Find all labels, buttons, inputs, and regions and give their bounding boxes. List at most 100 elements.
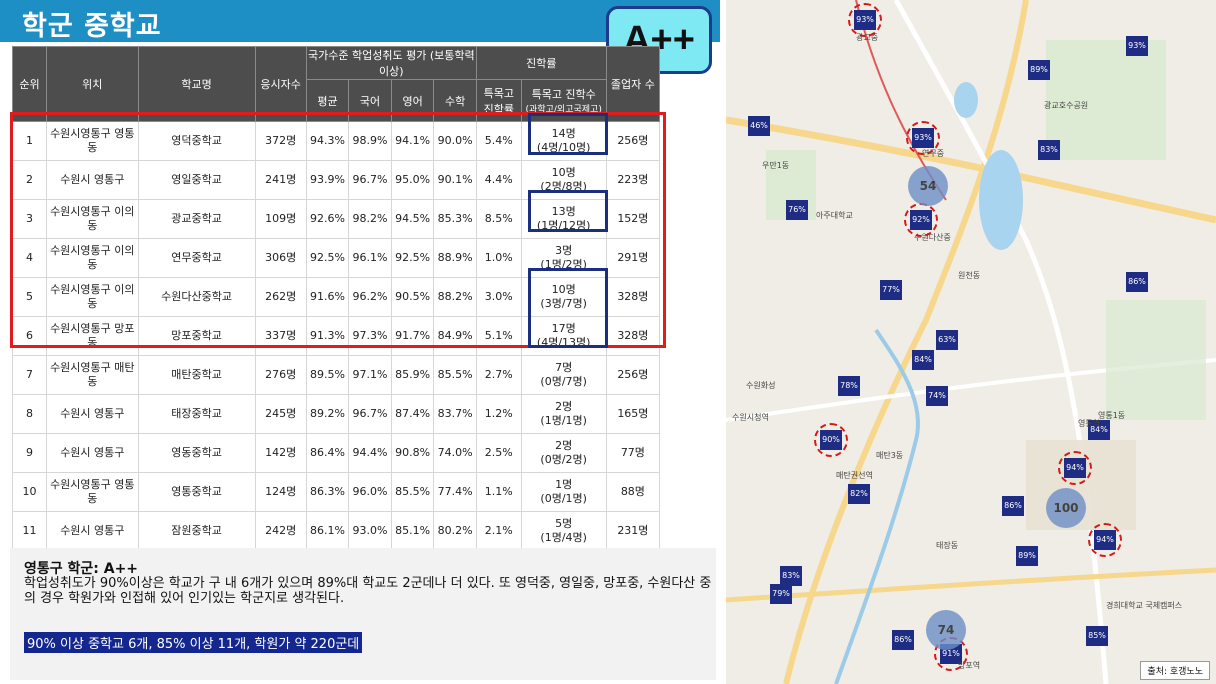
count-cell: 2명 (0명/2명) xyxy=(520,433,607,473)
table-row: 8 수원시 영통구 태장중학교 245명 89.2% 96.7% 87.4% 83.7% 1.2… xyxy=(11,394,661,434)
school-pin[interactable]: 94% xyxy=(1094,530,1116,550)
school-pin[interactable]: 89% xyxy=(1016,546,1038,566)
school-pin[interactable]: 93% xyxy=(912,128,934,148)
col-location: 위치 xyxy=(46,46,139,122)
korean-cell: 98.9% xyxy=(348,121,392,161)
grads-cell: 231명 xyxy=(605,511,661,551)
school-cell: 연무중학교 xyxy=(137,238,256,278)
avg-cell: 91.6% xyxy=(305,277,350,317)
location-cell: 수원시영통구 매탄동 xyxy=(46,355,139,395)
top-school-ring xyxy=(814,423,848,457)
school-pin[interactable]: 74% xyxy=(926,386,948,406)
count-value: 10명 xyxy=(551,283,576,296)
count-detail: (1명/4명) xyxy=(540,531,587,544)
page-title: 학군 중학교 xyxy=(22,4,162,45)
count-detail: (0명/2명) xyxy=(540,453,587,466)
avg-cell: 91.3% xyxy=(305,316,350,356)
rate-cell: 3.0% xyxy=(475,277,522,317)
comment-body: 학업성취도가 90%이상은 학교가 구 내 6개가 있으며 89%대 학교도 2… xyxy=(24,576,712,606)
math-cell: 83.7% xyxy=(433,394,477,434)
takers-cell: 109명 xyxy=(254,199,307,239)
avg-cell: 86.4% xyxy=(305,433,350,473)
top-six-highlight xyxy=(10,112,666,348)
school-pin[interactable]: 86% xyxy=(892,630,914,650)
math-cell: 84.9% xyxy=(433,316,477,356)
map-place-label: 연무중 xyxy=(922,149,945,158)
english-cell: 90.8% xyxy=(390,433,435,473)
school-pin[interactable]: 83% xyxy=(1038,140,1060,160)
school-pin[interactable]: 84% xyxy=(1088,420,1110,440)
english-cell: 85.9% xyxy=(390,355,435,395)
math-cell: 88.9% xyxy=(433,238,477,278)
school-pin[interactable]: 92% xyxy=(910,210,932,230)
school-pin[interactable]: 94% xyxy=(1064,458,1086,478)
school-cell: 망포중학교 xyxy=(137,316,256,356)
map-place-label: 영통1동 xyxy=(1098,411,1126,420)
school-cell: 매탄중학교 xyxy=(137,355,256,395)
school-pin[interactable]: 76% xyxy=(786,200,808,220)
school-pin[interactable]: 83% xyxy=(780,566,802,586)
school-pin[interactable]: 84% xyxy=(912,350,934,370)
takers-cell: 124명 xyxy=(254,472,307,512)
count-detail: (4명/10명) xyxy=(536,141,591,154)
takers-cell: 142명 xyxy=(254,433,307,473)
avg-cell: 92.6% xyxy=(305,199,350,239)
korean-cell: 96.2% xyxy=(348,277,392,317)
school-pin[interactable]: 77% xyxy=(880,280,902,300)
takers-cell: 242명 xyxy=(254,511,307,551)
col-school: 학교명 xyxy=(137,46,256,122)
school-pin[interactable]: 93% xyxy=(1126,36,1148,56)
korean-cell: 94.4% xyxy=(348,433,392,473)
map-source: 출처: 호갱노노 xyxy=(1140,661,1210,680)
comment-highlight: 90% 이상 중학교 6개, 85% 이상 11개, 학원가 약 220군데 xyxy=(24,632,363,653)
rank-cell: 2 xyxy=(11,160,48,200)
school-map[interactable]: 93% 93% 89% 46% 93% 83% 76% 92% 77% 86% 63% 84% 78% 7… xyxy=(726,0,1216,684)
rate-cell: 5.1% xyxy=(475,316,522,356)
school-cell: 영일중학교 xyxy=(137,160,256,200)
grads-cell: 328명 xyxy=(605,316,661,356)
count-value: 14명 xyxy=(551,127,576,140)
school-pin[interactable]: 93% xyxy=(854,10,876,30)
takers-cell: 276명 xyxy=(254,355,307,395)
school-pin[interactable]: 63% xyxy=(936,330,958,350)
school-pin[interactable]: 78% xyxy=(838,376,860,396)
school-pin[interactable]: 90% xyxy=(820,430,842,450)
school-pin[interactable]: 79% xyxy=(770,584,792,604)
takers-cell: 372명 xyxy=(254,121,307,161)
school-pin[interactable]: 86% xyxy=(1002,496,1024,516)
comment-box: 영통구 학군: A++ 학업성취도가 90%이상은 학교가 구 내 6개가 있으… xyxy=(10,548,716,680)
map-place-label: 수원시청역 xyxy=(732,413,769,422)
grads-cell: 223명 xyxy=(605,160,661,200)
avg-cell: 93.9% xyxy=(305,160,350,200)
math-cell: 85.5% xyxy=(433,355,477,395)
rank-cell: 3 xyxy=(11,199,48,239)
apartment-count-bubble[interactable]: 100 xyxy=(1046,488,1086,528)
map-place-label: 수원화성 xyxy=(746,381,776,390)
col-group-advancement: 진학률 xyxy=(475,46,607,80)
rank-cell: 4 xyxy=(11,238,48,278)
table-row: 2 수원시 영통구 영일중학교 241명 93.9% 96.7% 95.0% 90.1% 4.4… xyxy=(11,160,661,200)
top-school-ring xyxy=(1088,523,1122,557)
math-cell: 74.0% xyxy=(433,433,477,473)
takers-cell: 262명 xyxy=(254,277,307,317)
apartment-count-bubble[interactable]: 54 xyxy=(908,166,948,206)
table-row: 1 수원시영통구 영통동 영덕중학교 372명 94.3% 98.9% 94.1% 90.0%… xyxy=(11,121,661,161)
count-value: 2명 xyxy=(555,400,573,413)
apartment-count-bubble[interactable]: 74 xyxy=(926,610,966,650)
school-pin[interactable]: 82% xyxy=(848,484,870,504)
grads-cell: 77명 xyxy=(605,433,661,473)
count-detail: (1명/12명) xyxy=(536,219,591,232)
korean-cell: 98.2% xyxy=(348,199,392,239)
korean-cell: 93.0% xyxy=(348,511,392,551)
school-pin[interactable]: 46% xyxy=(748,116,770,136)
school-pin[interactable]: 89% xyxy=(1028,60,1050,80)
left-panel: 학군 중학교 A++ 순위 위치 학교명 응시자수 국가수준 학업성취도 평가 … xyxy=(0,0,720,680)
english-cell: 95.0% xyxy=(390,160,435,200)
rate-cell: 2.7% xyxy=(475,355,522,395)
rate-cell: 1.0% xyxy=(475,238,522,278)
school-pin[interactable]: 85% xyxy=(1086,626,1108,646)
top-school-ring xyxy=(906,121,940,155)
school-pin[interactable]: 86% xyxy=(1126,272,1148,292)
count-value: 2명 xyxy=(555,439,573,452)
avg-cell: 86.3% xyxy=(305,472,350,512)
